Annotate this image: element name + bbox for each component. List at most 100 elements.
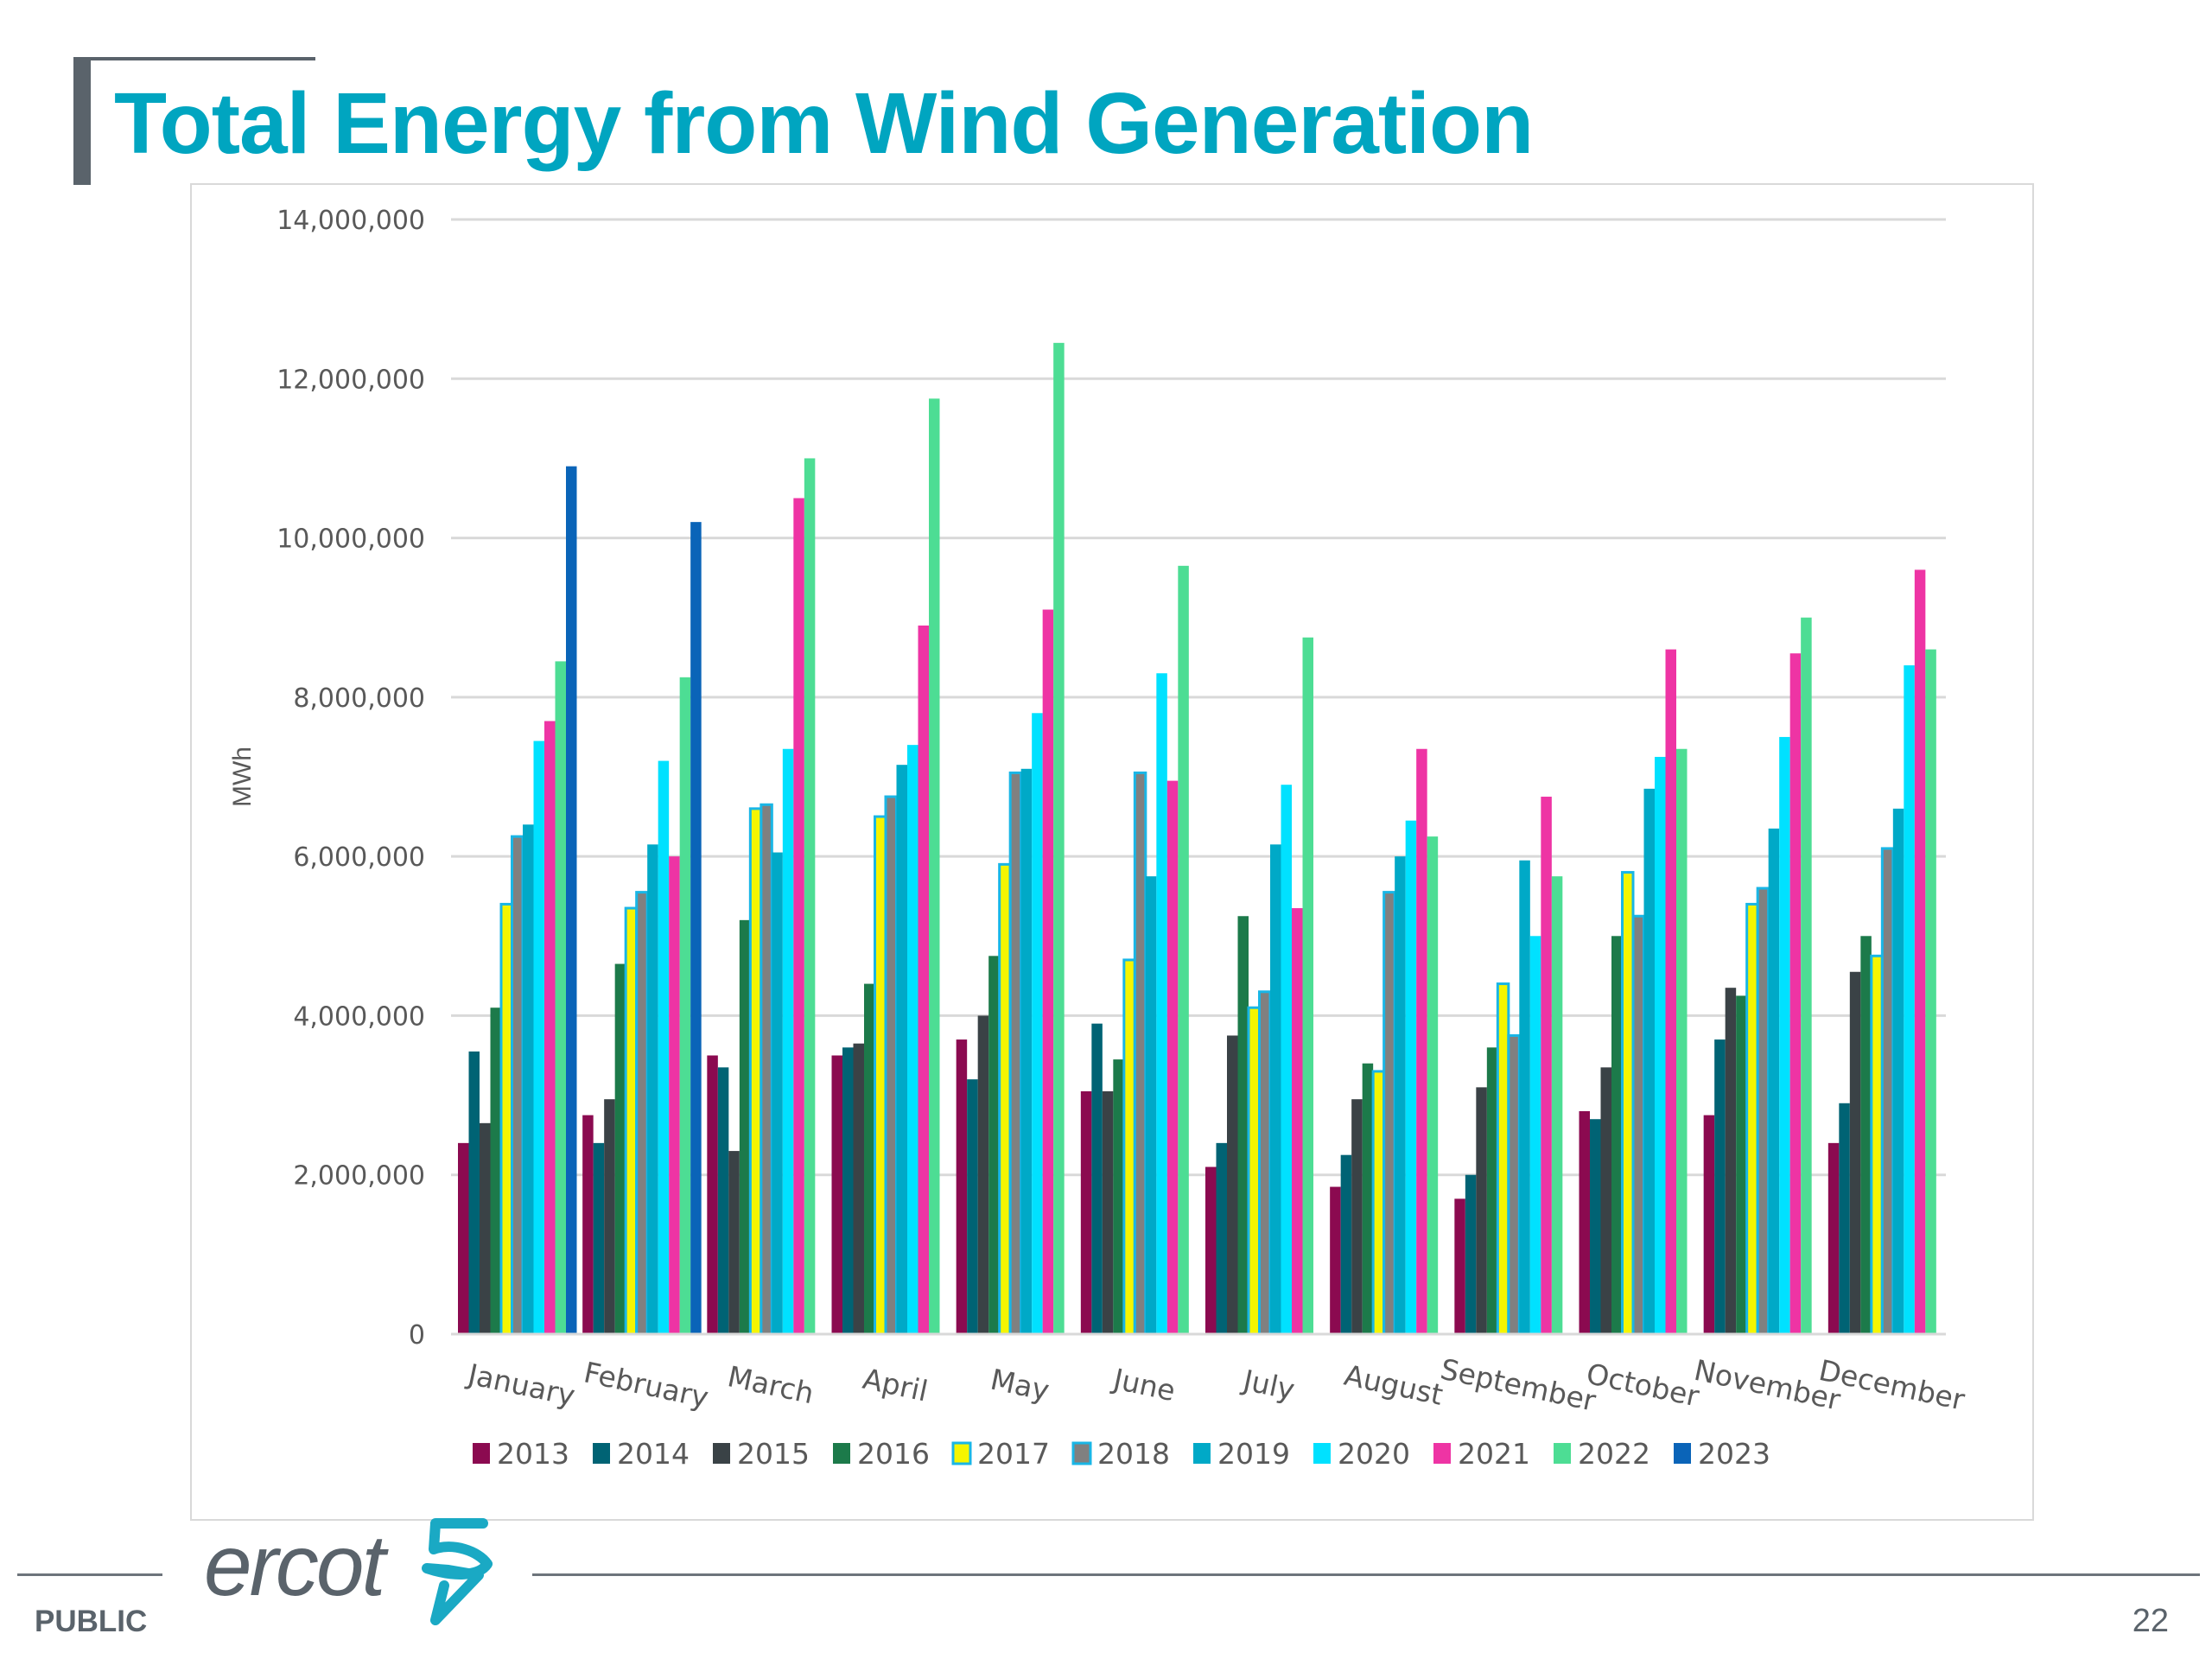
- legend-label-2016: 2016: [857, 1437, 930, 1471]
- bar-2019-november: [1768, 828, 1780, 1334]
- bar-2013-january: [458, 1142, 469, 1334]
- bar-2016-june: [1113, 1059, 1124, 1334]
- footer-divider-right: [532, 1573, 2200, 1576]
- bar-2015-april: [853, 1043, 864, 1334]
- bar-2016-october: [1611, 936, 1623, 1334]
- bar-2022-february: [679, 677, 691, 1334]
- bar-2021-november: [1789, 653, 1802, 1334]
- legend-label-2021: 2021: [1458, 1437, 1530, 1471]
- bar-2018-january: [511, 835, 524, 1336]
- bar-2016-may: [988, 956, 1000, 1334]
- bar-2018-september: [1507, 1033, 1521, 1336]
- bar-2013-august: [1330, 1186, 1341, 1334]
- bar-2019-june: [1145, 876, 1157, 1334]
- legend-label-2017: 2017: [977, 1437, 1050, 1471]
- bar-2014-may: [967, 1079, 978, 1334]
- bar-2013-november: [1703, 1115, 1715, 1334]
- bar-2015-october: [1600, 1067, 1611, 1334]
- legend-swatch-2013: [473, 1443, 490, 1464]
- bar-2020-october: [1655, 756, 1666, 1334]
- bar-2019-may: [1020, 768, 1033, 1334]
- bar-2021-may: [1042, 609, 1054, 1334]
- legend-label-2014: 2014: [617, 1437, 690, 1471]
- bar-2021-february: [669, 856, 680, 1334]
- legend-label-2020: 2020: [1338, 1437, 1410, 1471]
- bar-2014-february: [593, 1142, 605, 1334]
- y-tick-label: 6,000,000: [293, 842, 425, 873]
- bar-2018-november: [1756, 887, 1770, 1336]
- x-tick-label: June: [1109, 1362, 1178, 1408]
- legend-swatch-2015: [713, 1443, 730, 1464]
- bar-2014-october: [1590, 1119, 1601, 1334]
- bar-2022-april: [929, 398, 940, 1334]
- bar-2015-january: [480, 1122, 491, 1334]
- footer-divider-left: [17, 1573, 162, 1576]
- bar-2013-april: [831, 1055, 842, 1334]
- y-tick-label: 10,000,000: [276, 524, 425, 555]
- bar-2019-february: [647, 844, 658, 1334]
- x-tick-label: September: [1438, 1352, 1599, 1418]
- legend-swatch-2021: [1433, 1443, 1451, 1464]
- ercot-logo: ercot: [204, 1516, 493, 1625]
- bar-2013-february: [582, 1115, 594, 1334]
- bar-2013-december: [1827, 1142, 1840, 1334]
- bar-2022-march: [804, 458, 816, 1334]
- bar-2014-december: [1839, 1103, 1850, 1334]
- bar-2020-february: [658, 760, 670, 1334]
- bar-2021-march: [793, 498, 804, 1334]
- x-tick-label: April: [860, 1362, 931, 1408]
- x-tick-label: February: [581, 1355, 711, 1414]
- bar-2015-march: [728, 1151, 740, 1334]
- legend-swatch-2023: [1674, 1443, 1691, 1464]
- bar-2020-june: [1156, 673, 1167, 1334]
- bar-2016-march: [739, 919, 751, 1334]
- bar-2014-november: [1714, 1039, 1726, 1334]
- legend-label-2018: 2018: [1097, 1437, 1170, 1471]
- bar-2013-march: [707, 1055, 718, 1334]
- bar-2019-july: [1270, 844, 1281, 1334]
- bar-2020-january: [533, 741, 544, 1334]
- bar-2018-april: [884, 795, 898, 1336]
- bar-2017-july: [1247, 1006, 1261, 1336]
- bar-2014-march: [717, 1067, 729, 1334]
- title-accent-bar: [73, 57, 91, 185]
- bar-2020-august: [1405, 820, 1417, 1334]
- legend-label-2023: 2023: [1698, 1437, 1770, 1471]
- bar-2014-september: [1465, 1174, 1477, 1334]
- bar-2018-february: [635, 891, 649, 1336]
- bar-2020-september: [1529, 936, 1541, 1334]
- bar-2014-june: [1091, 1023, 1103, 1334]
- bar-2021-august: [1416, 748, 1427, 1334]
- bar-2017-january: [499, 902, 513, 1336]
- bar-2020-march: [782, 748, 794, 1334]
- bar-2015-november: [1725, 988, 1737, 1334]
- bar-2017-november: [1745, 902, 1759, 1336]
- x-tick-label: August: [1341, 1358, 1446, 1412]
- bar-2015-december: [1849, 971, 1861, 1334]
- legend-swatch-2016: [833, 1443, 850, 1464]
- bar-2021-october: [1665, 649, 1676, 1334]
- bar-2016-september: [1486, 1047, 1498, 1334]
- page-number: 22: [2132, 1603, 2169, 1639]
- bar-2018-december: [1880, 847, 1895, 1336]
- logo-wordmark: ercot: [204, 1517, 385, 1614]
- bar-2020-may: [1032, 713, 1043, 1334]
- bar-2015-june: [1102, 1090, 1114, 1334]
- bar-2017-september: [1496, 982, 1510, 1336]
- bar-2022-june: [1178, 565, 1189, 1334]
- bar-2016-august: [1362, 1063, 1374, 1334]
- bar-2015-february: [604, 1099, 615, 1334]
- bar-2023-january: [566, 466, 577, 1334]
- wind-energy-bar-chart: 0 2,000,000 4,000,000 6,000,000 8,000,000 10,…: [228, 206, 1968, 1471]
- x-tick-label: May: [988, 1363, 1052, 1408]
- classification-label: PUBLIC: [35, 1605, 148, 1638]
- x-tick-label: January: [463, 1357, 577, 1413]
- bar-2013-june: [1080, 1090, 1092, 1334]
- bar-2019-january: [523, 824, 534, 1334]
- y-tick-label: 8,000,000: [293, 683, 425, 714]
- y-axis-label: MWh: [228, 747, 257, 807]
- bar-2019-august: [1395, 856, 1406, 1334]
- bar-2014-july: [1216, 1142, 1227, 1334]
- bar-2022-july: [1302, 637, 1313, 1334]
- bar-2016-july: [1237, 916, 1249, 1334]
